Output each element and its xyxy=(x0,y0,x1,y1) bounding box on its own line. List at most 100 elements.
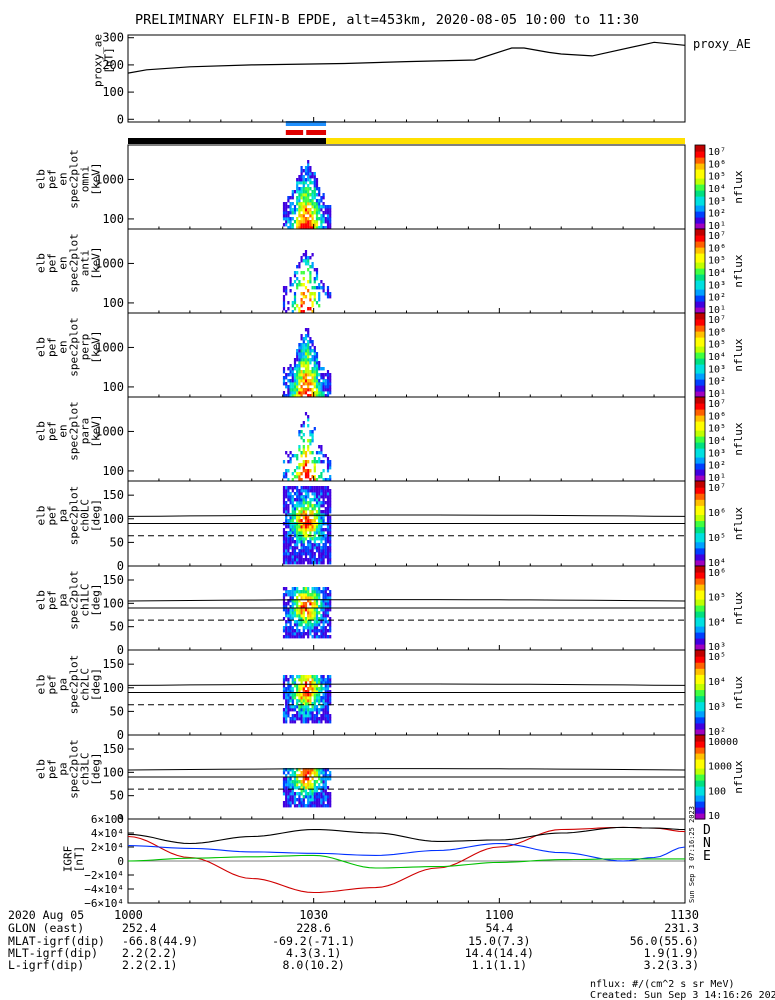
spectrogram-cell xyxy=(304,391,308,395)
spectrogram-cell xyxy=(302,199,305,203)
igrf-side-note-text: Sun Sep 3 07:16:25 2023 xyxy=(688,806,696,903)
spectrogram-cell xyxy=(304,475,308,479)
spectrogram-cell xyxy=(304,717,308,721)
spectrogram-cell xyxy=(304,187,308,191)
spectrogram-cell xyxy=(302,346,305,350)
spectrogram-cell xyxy=(300,492,303,496)
x-tick-label: 1100 xyxy=(485,908,514,922)
spectrogram-cell xyxy=(304,286,308,290)
spectrogram-cell xyxy=(289,370,292,374)
spectrogram-cell xyxy=(298,513,301,517)
spectrogram-cell xyxy=(318,226,321,230)
spectrogram-cell xyxy=(315,608,319,612)
spectrogram-cell xyxy=(304,202,308,206)
y-label-igrf: IGRF[nT] xyxy=(62,846,86,873)
spectrogram-cell xyxy=(287,611,290,615)
spectrogram-cell xyxy=(326,696,330,700)
spectrogram-cell xyxy=(326,699,330,703)
spectrogram-cell xyxy=(298,466,301,470)
spectrogram-cell xyxy=(311,489,314,493)
spectrogram-cell xyxy=(298,364,301,368)
spectrogram-cell xyxy=(302,593,305,597)
spectrogram-cell xyxy=(287,217,290,221)
spectrogram-cell xyxy=(318,702,321,706)
spectrogram-cell xyxy=(326,537,330,541)
spectrogram-cell xyxy=(285,602,288,606)
spectrogram-cell xyxy=(318,693,321,697)
spectrogram-cell xyxy=(302,439,305,443)
spectrogram-cell xyxy=(320,555,323,559)
spectrogram-cell xyxy=(311,519,314,523)
spectrogram-cell xyxy=(318,549,321,553)
spectrogram-cell xyxy=(302,626,305,630)
spectrogram-cell xyxy=(309,626,312,630)
spectrogram-cell xyxy=(309,801,312,805)
y-label-spectrogram-2-line: [keV] xyxy=(90,246,103,279)
spectrogram-cell xyxy=(318,792,321,796)
spectrogram-cell xyxy=(298,684,301,688)
spectrogram-cell xyxy=(318,531,321,535)
spectrogram-cell xyxy=(307,801,310,805)
spectrogram-cell xyxy=(289,708,292,712)
spectrogram-cell xyxy=(320,214,323,218)
spectrogram-cell xyxy=(329,226,332,230)
spectrogram-cell xyxy=(320,531,323,535)
spectrogram-cell xyxy=(320,226,323,230)
spectrogram-cell xyxy=(315,699,319,703)
spectrogram-cell xyxy=(291,635,294,639)
spectrogram-cell xyxy=(320,804,323,808)
spectrogram-cell xyxy=(307,289,310,293)
spectrogram-cell xyxy=(300,430,303,434)
spectrogram-cell xyxy=(309,498,312,502)
spectrogram-cell xyxy=(315,361,319,365)
spectrogram-cell xyxy=(289,780,292,784)
spectrogram-cell xyxy=(302,504,305,508)
spectrogram-cell xyxy=(296,352,299,356)
spectrogram-cell xyxy=(315,617,319,621)
spectrogram-cell xyxy=(298,629,301,633)
spectrogram-cell xyxy=(298,504,301,508)
spectrogram-cell xyxy=(329,626,332,630)
colorbar-label-text: nflux xyxy=(732,676,745,709)
spectrogram-cell xyxy=(318,777,321,781)
spectrogram-cell xyxy=(287,211,290,215)
spectrogram-cell xyxy=(291,382,294,386)
spectrogram-cell xyxy=(293,504,297,508)
spectrogram-cell xyxy=(318,504,321,508)
spectrogram-cell xyxy=(326,678,330,682)
spectrogram-cell xyxy=(311,528,314,532)
colorbar-frame xyxy=(694,734,706,820)
spectrogram-cell xyxy=(302,277,305,281)
spectrogram-cell xyxy=(282,675,286,679)
spectrogram-cell xyxy=(289,525,292,529)
spectrogram-cell xyxy=(318,190,321,194)
spectrogram-cell xyxy=(311,436,314,440)
colorbar-cell xyxy=(695,611,705,615)
spectrogram-cell xyxy=(324,226,327,230)
spectrogram-cell xyxy=(285,561,288,565)
colorbar-cell xyxy=(695,208,705,212)
colorbar-tick: 10³ xyxy=(708,702,726,713)
spectrogram-cell xyxy=(304,463,308,467)
spectrogram-cell xyxy=(318,208,321,212)
colorbar-cell xyxy=(695,728,705,733)
spectrogram-cell xyxy=(296,590,299,594)
y-tick-label: 100 xyxy=(102,85,124,99)
spectrogram-cell xyxy=(298,599,301,603)
spectrogram-cell xyxy=(298,283,301,287)
spectrogram-cell xyxy=(322,385,325,389)
spectrogram-cell xyxy=(291,385,294,389)
spectrogram-cell xyxy=(300,489,303,493)
spectrogram-cell xyxy=(285,376,288,380)
spectrogram-cell xyxy=(324,546,327,550)
spectrogram-cell xyxy=(289,513,292,517)
y-tick-label: 100 xyxy=(102,765,124,779)
spectrogram-cell xyxy=(300,364,303,368)
spectrogram-cell xyxy=(329,543,332,547)
spectrogram-cell xyxy=(307,355,310,359)
spectrogram-cell xyxy=(322,495,325,499)
spectrogram-cell xyxy=(311,205,314,209)
spectrogram-cell xyxy=(282,295,286,299)
colorbar-tick: 10⁵ xyxy=(708,533,726,544)
spectrogram-cell xyxy=(318,475,321,479)
